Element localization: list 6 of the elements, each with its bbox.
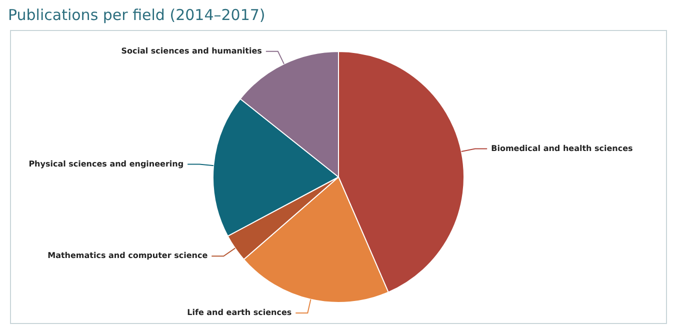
slice-label: Biomedical and health sciences (491, 144, 634, 153)
slice-label: Life and earth sciences (187, 308, 292, 318)
chart-title: Publications per field (2014–2017) (8, 6, 266, 24)
slice-label: Physical sciences and engineering (28, 159, 184, 168)
slice-label: Social sciences and humanities (121, 46, 262, 56)
slice-label: Mathematics and computer science (48, 251, 208, 260)
